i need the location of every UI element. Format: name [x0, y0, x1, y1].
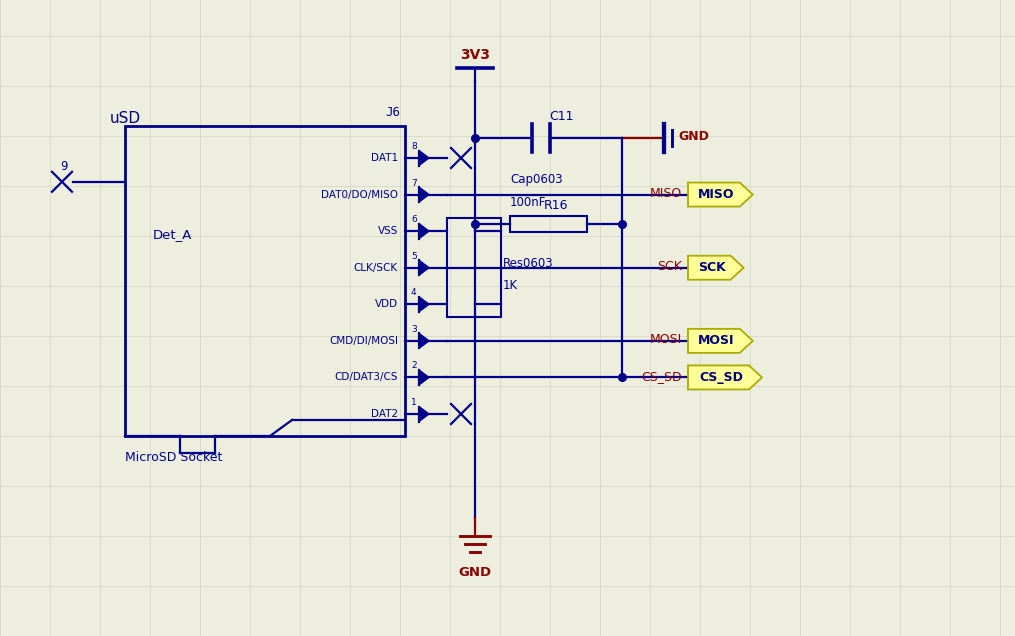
- Text: MicroSD Socket: MicroSD Socket: [125, 451, 222, 464]
- Text: Res0603: Res0603: [503, 257, 553, 270]
- Text: 3V3: 3V3: [460, 48, 490, 62]
- Text: 1K: 1K: [503, 279, 518, 292]
- Polygon shape: [688, 256, 744, 280]
- Polygon shape: [419, 370, 429, 385]
- Text: CS_SD: CS_SD: [641, 370, 682, 383]
- Text: VDD: VDD: [375, 300, 398, 309]
- Text: 4: 4: [411, 288, 416, 297]
- Text: CMD/DI/MOSI: CMD/DI/MOSI: [329, 336, 398, 346]
- Text: 100nF: 100nF: [510, 196, 546, 209]
- Text: 2: 2: [411, 361, 416, 370]
- Text: uSD: uSD: [110, 111, 141, 126]
- Polygon shape: [419, 151, 429, 165]
- Polygon shape: [688, 329, 753, 353]
- Text: CS_SD: CS_SD: [699, 371, 743, 384]
- Text: 6: 6: [411, 215, 417, 224]
- Text: SCK: SCK: [657, 260, 682, 273]
- Text: VSS: VSS: [378, 226, 398, 236]
- Text: GND: GND: [459, 566, 491, 579]
- Text: CLK/SCK: CLK/SCK: [354, 263, 398, 273]
- Polygon shape: [688, 366, 762, 389]
- Text: Cap0603: Cap0603: [510, 173, 562, 186]
- Text: MOSI: MOSI: [650, 333, 682, 347]
- Polygon shape: [419, 224, 429, 238]
- Text: CD/DAT3/CS: CD/DAT3/CS: [335, 373, 398, 382]
- Polygon shape: [419, 297, 429, 312]
- Text: DAT0/DO/MISO: DAT0/DO/MISO: [321, 190, 398, 200]
- Text: DAT2: DAT2: [370, 409, 398, 419]
- Text: 9: 9: [61, 160, 68, 173]
- Polygon shape: [419, 187, 429, 202]
- Text: 7: 7: [411, 179, 417, 188]
- Text: 5: 5: [411, 252, 417, 261]
- Polygon shape: [419, 333, 429, 349]
- Polygon shape: [688, 183, 753, 207]
- Text: J6: J6: [385, 106, 400, 119]
- Text: SCK: SCK: [698, 261, 726, 274]
- Text: Det_A: Det_A: [153, 228, 193, 241]
- Text: MISO: MISO: [698, 188, 735, 201]
- Text: 8: 8: [411, 142, 417, 151]
- Text: C11: C11: [549, 110, 573, 123]
- Text: GND: GND: [678, 130, 708, 144]
- Text: R16: R16: [543, 199, 568, 212]
- Text: 1: 1: [411, 398, 417, 407]
- Text: MOSI: MOSI: [698, 335, 735, 347]
- Text: 3: 3: [411, 325, 417, 334]
- Text: MISO: MISO: [650, 187, 682, 200]
- Polygon shape: [419, 406, 429, 422]
- Polygon shape: [419, 260, 429, 275]
- Text: DAT1: DAT1: [370, 153, 398, 163]
